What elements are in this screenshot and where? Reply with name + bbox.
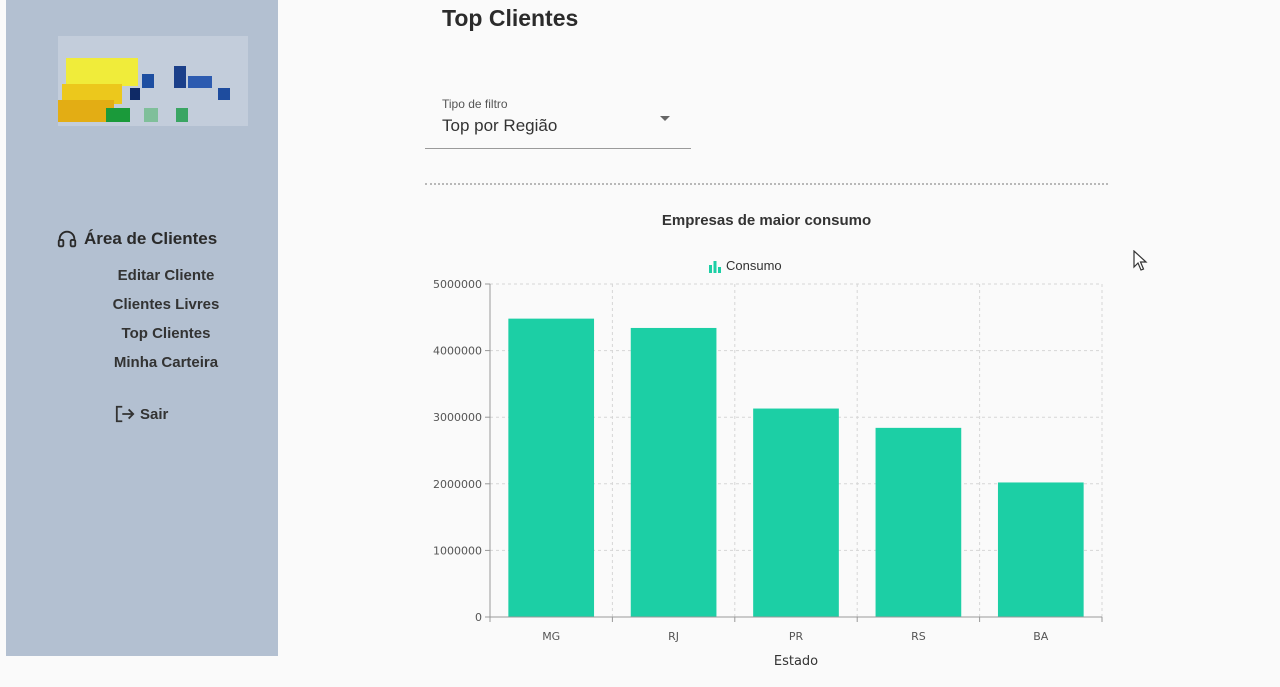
logout-button[interactable]: Sair xyxy=(114,404,168,424)
logout-label: Sair xyxy=(140,405,169,423)
page-title: Top Clientes xyxy=(442,5,579,31)
x-tick-label: PR xyxy=(789,630,804,643)
dropdown-arrow-icon xyxy=(660,116,670,121)
chart-legend-item[interactable]: Consumo xyxy=(708,258,782,273)
sidebar-item-editar-cliente[interactable]: Editar Cliente xyxy=(117,267,215,284)
y-tick-label: 0 xyxy=(475,611,482,624)
y-tick-label: 4000000 xyxy=(433,345,482,358)
x-tick-label: RS xyxy=(911,630,926,643)
sign-out-icon xyxy=(115,405,135,423)
filter-type-select[interactable]: Tipo de filtro Top por Região xyxy=(425,90,691,149)
filter-type-value: Top por Região xyxy=(442,116,558,135)
headset-icon xyxy=(57,230,77,248)
legend-label: Consumo xyxy=(726,258,782,273)
x-tick-label: MG xyxy=(542,630,560,643)
clients-area-section: Área de Clientes xyxy=(56,228,278,250)
divider xyxy=(425,183,1108,185)
y-tick-label: 5000000 xyxy=(433,278,482,291)
company-logo[interactable] xyxy=(58,36,248,126)
chart-title: Empresas de maior consumo xyxy=(661,212,872,229)
x-tick-label: RJ xyxy=(668,630,679,643)
x-axis-title: Estado xyxy=(774,654,818,669)
sidebar-item-top-clientes[interactable]: Top Clientes xyxy=(121,325,211,342)
bar-rs xyxy=(875,427,962,617)
mouse-pointer-icon xyxy=(1133,250,1148,271)
y-tick-label: 3000000 xyxy=(433,411,482,424)
bar-ba xyxy=(997,482,1084,617)
x-tick-label: BA xyxy=(1033,630,1049,643)
sidebar-item-minha-carteira[interactable]: Minha Carteira xyxy=(113,354,219,371)
sidebar: Área de Clientes Editar Cliente Clientes… xyxy=(6,0,278,656)
bar-chart-icon xyxy=(709,260,721,273)
y-tick-label: 1000000 xyxy=(433,544,482,557)
bar-mg xyxy=(508,318,595,617)
bar-rj xyxy=(630,327,717,617)
sidebar-nav: Editar Cliente Clientes Livres Top Clien… xyxy=(86,266,246,382)
section-label: Área de Clientes xyxy=(84,229,218,248)
sidebar-item-clientes-livres[interactable]: Clientes Livres xyxy=(112,296,220,313)
y-tick-label: 2000000 xyxy=(433,478,482,491)
filter-type-label: Tipo de filtro xyxy=(442,97,508,111)
bar-pr xyxy=(753,408,839,617)
